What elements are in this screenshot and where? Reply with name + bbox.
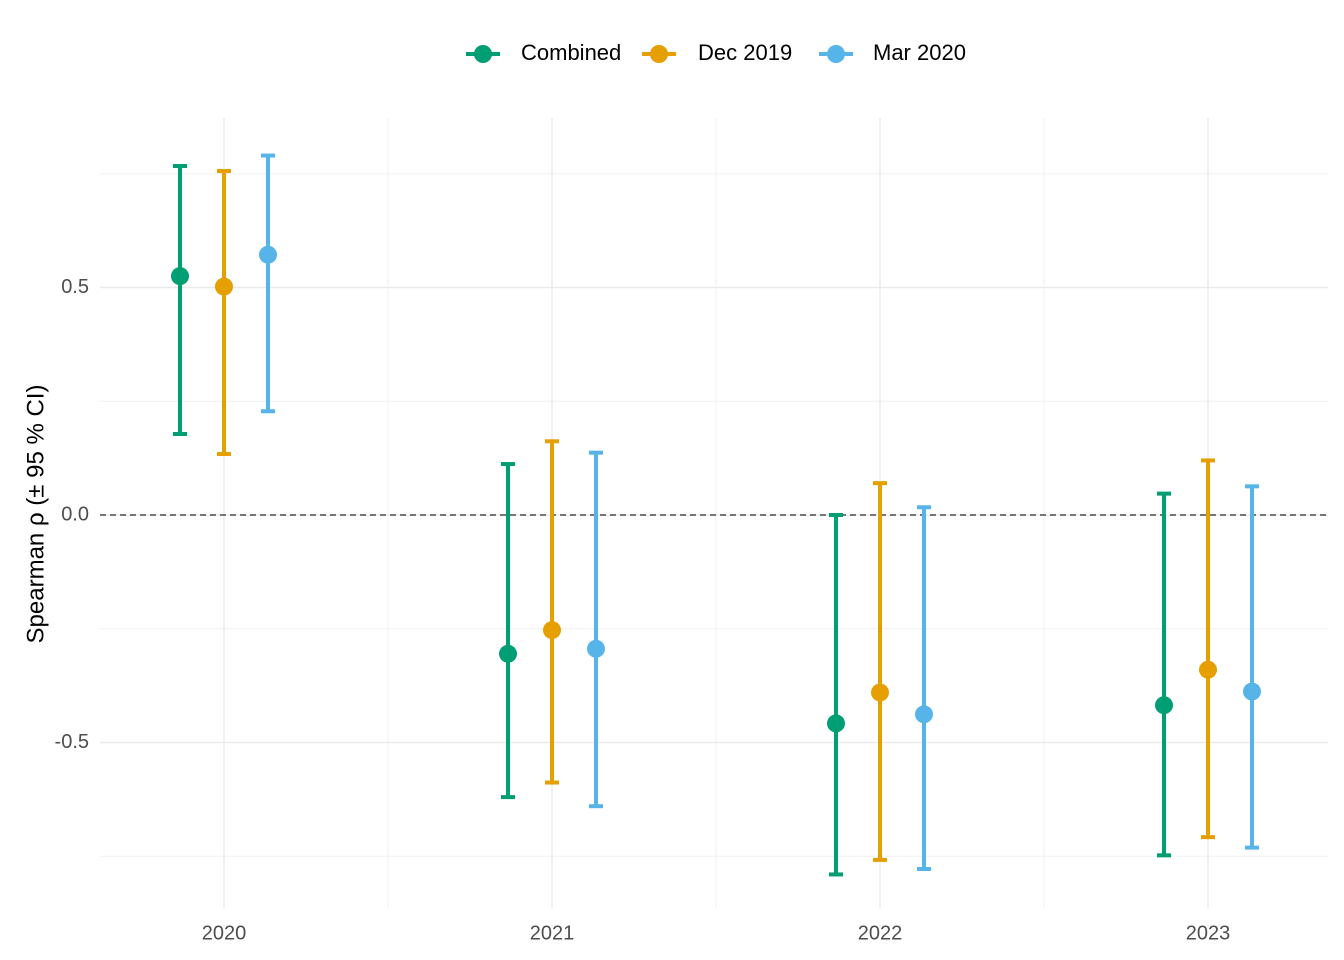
data-point bbox=[171, 267, 189, 286]
legend-label: Dec 2019 bbox=[698, 40, 792, 65]
data-point bbox=[587, 639, 605, 658]
legend-item: Dec 2019 bbox=[642, 40, 792, 65]
x-tick-label: 2021 bbox=[530, 922, 575, 944]
data-point bbox=[499, 644, 517, 663]
data-point bbox=[915, 705, 933, 724]
y-axis-tick-labels: -0.5 0.0 0.5 bbox=[55, 276, 89, 753]
minor-gridlines bbox=[100, 118, 1328, 908]
legend-label: Combined bbox=[521, 40, 621, 65]
data-point bbox=[827, 714, 845, 733]
legend-key-point bbox=[827, 45, 845, 63]
data-point bbox=[215, 277, 233, 296]
data-point bbox=[1243, 682, 1261, 701]
x-tick-label: 2023 bbox=[1186, 922, 1231, 944]
legend: Combined Dec 2019 Mar 2020 bbox=[466, 40, 966, 65]
series-combined bbox=[171, 164, 1173, 877]
error-bar-marks bbox=[171, 153, 1261, 877]
x-tick-label: 2022 bbox=[858, 922, 903, 944]
y-tick-label: -0.5 bbox=[55, 731, 89, 753]
series-mar-2020 bbox=[259, 153, 1261, 871]
legend-key-point bbox=[650, 45, 668, 63]
legend-key-point bbox=[474, 45, 492, 63]
x-tick-label: 2020 bbox=[202, 922, 247, 944]
legend-label: Mar 2020 bbox=[873, 40, 966, 65]
data-point bbox=[1199, 660, 1217, 679]
legend-item: Mar 2020 bbox=[819, 40, 966, 65]
data-point bbox=[543, 621, 561, 640]
data-point bbox=[1155, 696, 1173, 715]
y-axis-title: Spearman ρ (± 95 % CI) bbox=[22, 385, 49, 644]
x-axis-tick-labels: 2020 2021 2022 2023 bbox=[202, 922, 1231, 944]
y-tick-label: 0.0 bbox=[61, 503, 89, 525]
data-point bbox=[871, 683, 889, 702]
series-dec-2019 bbox=[215, 169, 1217, 862]
data-point bbox=[259, 245, 277, 264]
legend-item: Combined bbox=[466, 40, 621, 65]
y-tick-label: 0.5 bbox=[61, 276, 89, 298]
